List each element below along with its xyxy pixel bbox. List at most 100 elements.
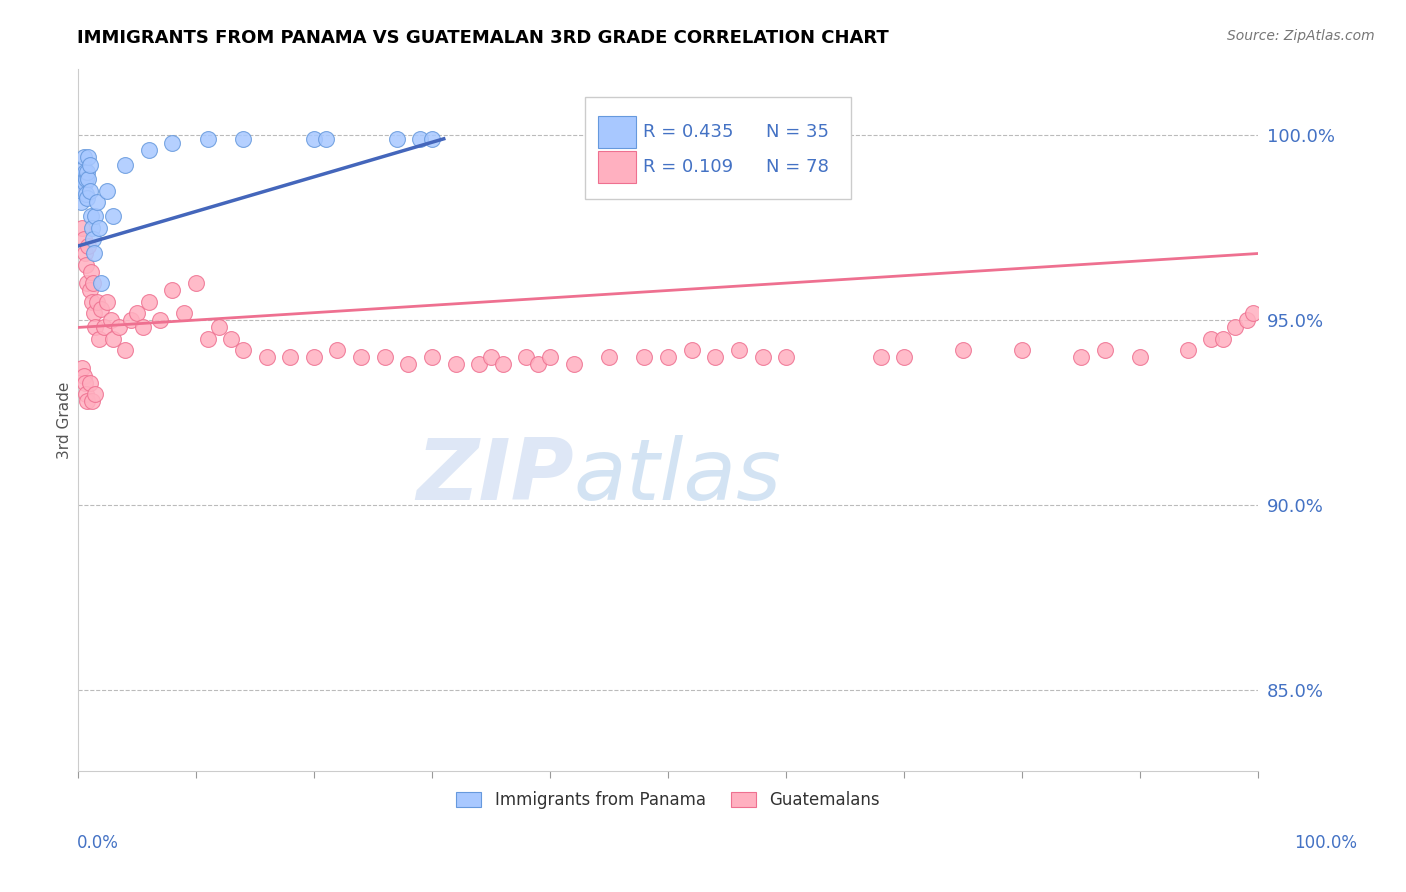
Point	[492, 358, 515, 372]
Point	[76, 191, 98, 205]
Point	[100, 313, 122, 327]
Point	[80, 220, 103, 235]
Point	[1094, 343, 1116, 357]
Point	[160, 136, 183, 150]
Point	[1129, 350, 1152, 364]
Point	[197, 332, 219, 346]
Text: R = 0.109: R = 0.109	[644, 158, 734, 176]
Text: ZIP: ZIP	[416, 434, 574, 517]
Point	[75, 172, 97, 186]
Point	[219, 332, 242, 346]
Point	[1236, 313, 1258, 327]
Point	[468, 358, 491, 372]
Point	[76, 276, 98, 290]
Point	[79, 284, 101, 298]
Point	[86, 194, 108, 209]
Point	[101, 210, 124, 224]
Point	[598, 350, 620, 364]
Point	[1199, 332, 1222, 346]
Point	[1241, 306, 1264, 320]
Point	[232, 343, 254, 357]
Point	[409, 132, 432, 146]
Point	[681, 343, 703, 357]
Point	[527, 358, 550, 372]
Point	[80, 210, 103, 224]
Point	[96, 294, 118, 309]
Text: Source: ZipAtlas.com: Source: ZipAtlas.com	[1227, 29, 1375, 43]
Point	[83, 246, 105, 260]
Point	[96, 184, 118, 198]
Point	[79, 158, 101, 172]
Point	[108, 320, 131, 334]
Point	[72, 172, 94, 186]
Text: N = 35: N = 35	[766, 123, 830, 141]
Point	[82, 232, 104, 246]
Point	[72, 150, 94, 164]
Point	[72, 220, 94, 235]
Point	[73, 246, 96, 260]
Point	[114, 343, 136, 357]
FancyBboxPatch shape	[599, 116, 636, 148]
Point	[84, 210, 107, 224]
Point	[1177, 343, 1199, 357]
Point	[114, 158, 136, 172]
Point	[72, 232, 94, 246]
Point	[374, 350, 396, 364]
Point	[232, 132, 254, 146]
Point	[704, 350, 727, 364]
Point	[315, 132, 337, 146]
Point	[90, 301, 112, 316]
Point	[302, 132, 325, 146]
Point	[90, 276, 112, 290]
Point	[184, 276, 207, 290]
Point	[197, 132, 219, 146]
Point	[73, 165, 96, 179]
Y-axis label: 3rd Grade: 3rd Grade	[58, 381, 72, 458]
Point	[75, 387, 97, 401]
Point	[302, 350, 325, 364]
Text: atlas: atlas	[574, 434, 782, 517]
Point	[87, 220, 110, 235]
Point	[75, 258, 97, 272]
Point	[80, 265, 103, 279]
Point	[79, 376, 101, 390]
Point	[83, 306, 105, 320]
Point	[80, 294, 103, 309]
Point	[138, 143, 160, 157]
Point	[77, 150, 100, 164]
Point	[125, 306, 148, 320]
Point	[79, 184, 101, 198]
Point	[76, 165, 98, 179]
Point	[72, 361, 94, 376]
Point	[538, 350, 561, 364]
Point	[278, 350, 301, 364]
Point	[1011, 343, 1033, 357]
Point	[77, 239, 100, 253]
Point	[101, 332, 124, 346]
Point	[138, 294, 160, 309]
Text: IMMIGRANTS FROM PANAMA VS GUATEMALAN 3RD GRADE CORRELATION CHART: IMMIGRANTS FROM PANAMA VS GUATEMALAN 3RD…	[77, 29, 889, 46]
Point	[420, 350, 443, 364]
Point	[1070, 350, 1092, 364]
Point	[1223, 320, 1246, 334]
Point	[72, 161, 94, 176]
Point	[173, 306, 195, 320]
Text: 0.0%: 0.0%	[77, 834, 120, 852]
Point	[256, 350, 278, 364]
Point	[515, 350, 537, 364]
Point	[326, 343, 349, 357]
Point	[775, 350, 797, 364]
FancyBboxPatch shape	[585, 96, 851, 199]
Point	[420, 132, 443, 146]
Point	[72, 184, 94, 198]
FancyBboxPatch shape	[599, 151, 636, 183]
Point	[84, 387, 107, 401]
Point	[350, 350, 373, 364]
Point	[76, 394, 98, 409]
Point	[73, 376, 96, 390]
Point	[77, 172, 100, 186]
Point	[70, 194, 93, 209]
Point	[751, 350, 773, 364]
Point	[84, 320, 107, 334]
Point	[82, 276, 104, 290]
